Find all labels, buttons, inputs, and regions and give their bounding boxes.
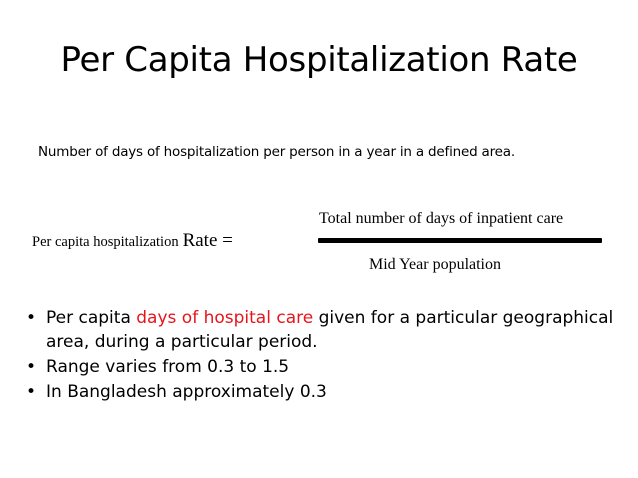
bullet-item: • Range varies from 0.3 to 1.5 bbox=[26, 355, 626, 379]
formula-denominator: Mid Year population bbox=[369, 256, 501, 273]
bullet-suffix: given for a particular geographical area… bbox=[46, 308, 614, 352]
bullet-text: Range varies from 0.3 to 1.5 bbox=[46, 357, 290, 377]
bullet-highlight: days of hospital care bbox=[136, 308, 314, 328]
formula-rate-equals: Rate = bbox=[182, 230, 233, 251]
slide-title: Per Capita Hospitalization Rate bbox=[60, 40, 578, 80]
definition-text: Number of days of hospitalization per pe… bbox=[38, 144, 515, 160]
formula-label: Per capita hospitalization Rate = bbox=[32, 230, 233, 252]
bullet-list: • Per capita days of hospital care given… bbox=[26, 306, 626, 405]
bullet-icon: • bbox=[26, 357, 37, 377]
bullet-item: • Per capita days of hospital care given… bbox=[26, 306, 626, 354]
bullet-text: In Bangladesh approximately 0.3 bbox=[46, 382, 327, 402]
formula-numerator: Total number of days of inpatient care bbox=[319, 210, 564, 227]
formula-label-text: Per capita hospitalization bbox=[32, 234, 179, 250]
bullet-icon: • bbox=[26, 382, 37, 402]
bullet-item: • In Bangladesh approximately 0.3 bbox=[26, 380, 626, 404]
fraction-bar bbox=[318, 238, 602, 243]
bullet-prefix: Per capita bbox=[46, 308, 137, 328]
bullet-icon: • bbox=[26, 308, 37, 328]
